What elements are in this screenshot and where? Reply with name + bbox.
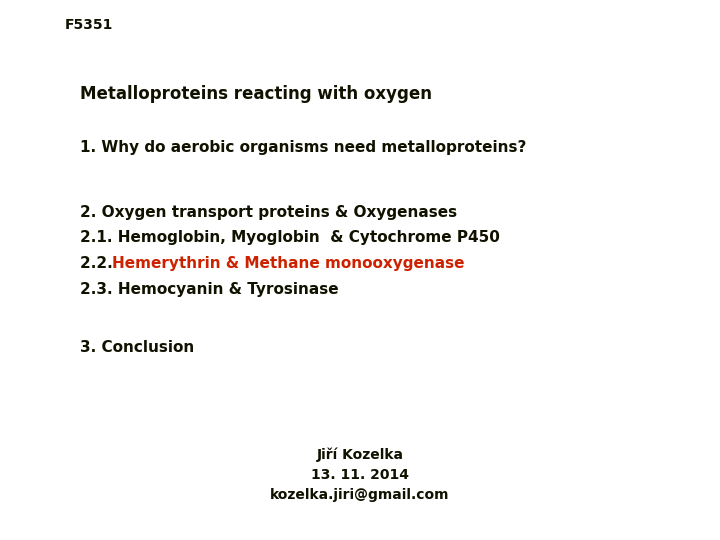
Text: 3. Conclusion: 3. Conclusion [80, 340, 194, 355]
Text: kozelka.jiri@gmail.com: kozelka.jiri@gmail.com [270, 488, 450, 502]
Text: 13. 11. 2014: 13. 11. 2014 [311, 468, 409, 482]
Text: 1. Why do aerobic organisms need metalloproteins?: 1. Why do aerobic organisms need metallo… [80, 140, 526, 155]
Text: F5351: F5351 [65, 18, 113, 32]
Text: Jiří Kozelka: Jiří Kozelka [317, 448, 403, 462]
Text: 2.3. Hemocyanin & Tyrosinase: 2.3. Hemocyanin & Tyrosinase [80, 282, 338, 297]
Text: Metalloproteins reacting with oxygen: Metalloproteins reacting with oxygen [80, 85, 432, 103]
Text: 2.2.: 2.2. [80, 256, 118, 271]
Text: Hemerythrin & Methane monooxygenase: Hemerythrin & Methane monooxygenase [112, 256, 465, 271]
Text: 2. Oxygen transport proteins & Oxygenases: 2. Oxygen transport proteins & Oxygenase… [80, 205, 457, 220]
Text: 2.1. Hemoglobin, Myoglobin  & Cytochrome P450: 2.1. Hemoglobin, Myoglobin & Cytochrome … [80, 230, 500, 245]
